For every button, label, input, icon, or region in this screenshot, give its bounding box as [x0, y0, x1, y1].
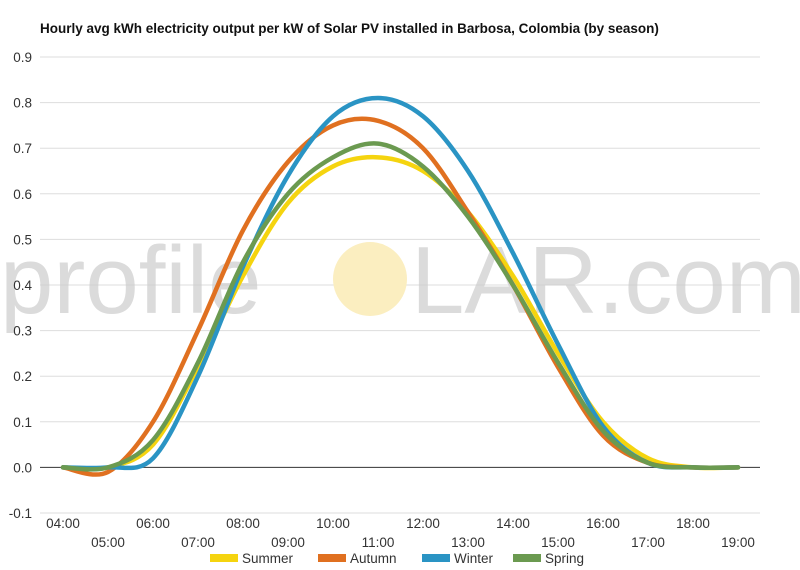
y-tick-label: 0.5 — [13, 232, 32, 247]
x-tick-label: 12:00 — [406, 516, 440, 531]
x-tick-label: 05:00 — [91, 535, 125, 550]
legend-swatch-winter — [422, 554, 450, 562]
legend-swatch-summer — [210, 554, 238, 562]
x-tick-label: 06:00 — [136, 516, 170, 531]
y-axis-ticks: -0.1 0.0 0.1 0.2 0.3 0.4 0.5 0.6 0.7 0.8 0.9 — [9, 50, 33, 521]
y-tick-label: -0.1 — [9, 506, 32, 521]
y-tick-label: 0.4 — [13, 278, 32, 293]
legend-label-winter: Winter — [454, 551, 494, 566]
watermark-text-right: LAR.com — [411, 227, 800, 334]
series-line-spring — [60, 141, 741, 472]
series-lines — [60, 95, 741, 477]
legend-swatch-autumn — [318, 554, 346, 562]
x-tick-label: 04:00 — [46, 516, 80, 531]
y-tick-label: 0.2 — [13, 369, 32, 384]
series-line-winter — [60, 95, 741, 471]
y-tick-label: 0.1 — [13, 415, 32, 430]
x-tick-label: 09:00 — [271, 535, 305, 550]
x-tick-label: 10:00 — [316, 516, 350, 531]
y-tick-label: 0.0 — [13, 460, 32, 475]
watermark: profile LAR.com — [0, 227, 800, 334]
x-tick-label: 16:00 — [586, 516, 620, 531]
legend: Summer Autumn Winter Spring — [210, 551, 584, 566]
watermark-sun-icon — [333, 242, 407, 316]
y-tick-label: 0.7 — [13, 141, 32, 156]
x-tick-label: 18:00 — [676, 516, 710, 531]
x-tick-label: 11:00 — [362, 535, 395, 550]
y-tick-label: 0.8 — [13, 96, 32, 111]
x-tick-label: 13:00 — [451, 535, 485, 550]
x-tick-label: 17:00 — [631, 535, 665, 550]
x-tick-label: 14:00 — [496, 516, 530, 531]
y-tick-label: 0.3 — [13, 324, 32, 339]
legend-swatch-spring — [513, 554, 541, 562]
x-tick-label: 07:00 — [181, 535, 215, 550]
legend-label-spring: Spring — [545, 551, 584, 566]
chart-title: Hourly avg kWh electricity output per kW… — [40, 21, 659, 36]
x-tick-label: 15:00 — [541, 535, 575, 550]
x-tick-label: 08:00 — [226, 516, 260, 531]
series-line-autumn — [60, 116, 741, 477]
legend-label-autumn: Autumn — [350, 551, 397, 566]
y-tick-label: 0.9 — [13, 50, 32, 65]
x-axis-ticks: 04:00 05:00 06:00 07:00 08:00 09:00 10:00 11:00… — [46, 516, 755, 550]
y-tick-label: 0.6 — [13, 187, 32, 202]
x-tick-label: 19:00 — [721, 535, 755, 550]
legend-label-summer: Summer — [242, 551, 294, 566]
